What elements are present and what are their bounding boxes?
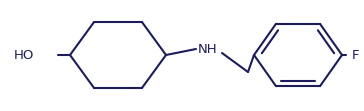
Text: F: F (352, 49, 360, 61)
Text: NH: NH (198, 43, 218, 56)
Text: HO: HO (14, 49, 34, 61)
